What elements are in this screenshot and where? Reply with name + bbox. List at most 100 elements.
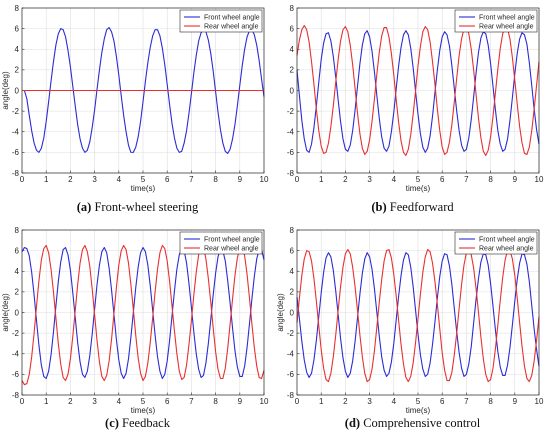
x-tick-label: 5 bbox=[141, 397, 146, 406]
caption-letter: (b) bbox=[371, 200, 390, 214]
x-tick-label: 10 bbox=[535, 397, 544, 406]
y-tick-label: 6 bbox=[15, 246, 20, 255]
x-tick-label: 7 bbox=[189, 175, 194, 184]
x-tick-label: 1 bbox=[44, 397, 49, 406]
caption-text: Front-wheel steering bbox=[94, 200, 199, 214]
y-tick-label: 8 bbox=[290, 4, 295, 13]
x-tick-label: 3 bbox=[92, 175, 97, 184]
x-tick-label: 8 bbox=[488, 175, 493, 184]
y-tick-label: -8 bbox=[287, 169, 295, 178]
x-tick-label: 9 bbox=[238, 175, 243, 184]
x-tick-label: 0 bbox=[20, 175, 25, 184]
y-tick-label: -4 bbox=[12, 350, 20, 359]
y-tick-label: 2 bbox=[290, 288, 295, 297]
legend-entry: Front wheel angle bbox=[204, 236, 260, 243]
legend-box bbox=[454, 231, 538, 255]
series-line-front bbox=[296, 252, 540, 379]
x-axis-label: time(s) bbox=[406, 406, 431, 415]
x-tick-label: 10 bbox=[260, 175, 269, 184]
x-tick-label: 6 bbox=[165, 175, 170, 184]
x-tick-label: 8 bbox=[213, 175, 218, 184]
legend-entry: Front wheel angle bbox=[479, 236, 535, 243]
x-axis-label: time(s) bbox=[131, 406, 156, 415]
y-tick-label: -4 bbox=[287, 128, 295, 137]
y-tick-label: -2 bbox=[287, 329, 295, 338]
caption-text: Feedforward bbox=[389, 200, 454, 214]
x-tick-label: 6 bbox=[165, 397, 170, 406]
series-line-front bbox=[22, 27, 265, 154]
y-tick-label: -2 bbox=[12, 107, 20, 116]
x-tick-label: 2 bbox=[343, 397, 348, 406]
y-axis-label: angle(deg) bbox=[1, 293, 10, 332]
x-tick-label: 4 bbox=[392, 175, 397, 184]
x-tick-label: 7 bbox=[464, 397, 469, 406]
x-tick-label: 5 bbox=[416, 397, 421, 406]
series-line-rear bbox=[296, 249, 540, 383]
y-tick-label: 6 bbox=[290, 246, 295, 255]
caption-a: (a) Front-wheel steering bbox=[0, 200, 275, 215]
y-tick-label: 0 bbox=[290, 308, 295, 317]
y-tick-label: -2 bbox=[12, 329, 20, 338]
x-tick-label: 4 bbox=[392, 397, 397, 406]
caption-d: (d) Comprehensive control bbox=[275, 416, 550, 431]
y-tick-label: 4 bbox=[15, 45, 20, 54]
x-tick-label: 2 bbox=[343, 175, 348, 184]
caption-c: (c) Feedback bbox=[0, 416, 275, 431]
legend-entry: Rear wheel angle bbox=[479, 23, 534, 30]
y-tick-label: -4 bbox=[12, 128, 20, 137]
x-tick-label: 9 bbox=[513, 175, 518, 184]
chart-panel-d: 0 1 2 3 4 5 6 7 8 9 10 -8 -6 -4 -2 0 2 4 6 8 time(s) angle(de… bbox=[276, 226, 544, 415]
y-tick-label: 0 bbox=[15, 86, 20, 95]
y-tick-label: 2 bbox=[15, 288, 20, 297]
y-tick-label: -6 bbox=[287, 370, 295, 379]
y-tick-label: -6 bbox=[287, 148, 295, 157]
x-tick-label: 0 bbox=[295, 397, 300, 406]
y-tick-label: -2 bbox=[287, 107, 295, 116]
legend-box bbox=[179, 231, 263, 255]
x-tick-label: 10 bbox=[260, 397, 269, 406]
y-tick-label: -8 bbox=[287, 391, 295, 400]
legend-box bbox=[454, 9, 538, 33]
x-tick-label: 9 bbox=[513, 397, 518, 406]
x-axis-label: time(s) bbox=[406, 184, 431, 193]
series-line-rear bbox=[21, 244, 265, 386]
x-tick-label: 0 bbox=[20, 397, 25, 406]
x-tick-label: 3 bbox=[92, 397, 97, 406]
y-tick-label: 4 bbox=[15, 267, 20, 276]
x-tick-label: 7 bbox=[464, 175, 469, 184]
x-tick-label: 1 bbox=[319, 397, 324, 406]
legend-entry: Rear wheel angle bbox=[204, 23, 259, 30]
caption-b: (b) Feedforward bbox=[275, 200, 550, 215]
y-tick-label: -8 bbox=[12, 169, 20, 178]
x-tick-label: 1 bbox=[319, 175, 324, 184]
chart-panel-a: 0 1 2 3 4 5 6 7 8 9 10 -8 -6 -4 -2 0 2 4 6 8 time(s) angle(de… bbox=[1, 4, 269, 193]
x-tick-label: 10 bbox=[535, 175, 544, 184]
legend-entry: Rear wheel angle bbox=[479, 245, 534, 252]
x-tick-label: 6 bbox=[440, 175, 445, 184]
x-tick-label: 3 bbox=[367, 397, 372, 406]
y-tick-label: 2 bbox=[15, 66, 20, 75]
caption-letter: (c) bbox=[105, 416, 123, 430]
y-tick-label: 0 bbox=[15, 308, 20, 317]
y-tick-label: 6 bbox=[290, 24, 295, 33]
x-tick-label: 7 bbox=[189, 397, 194, 406]
legend-entry: Rear wheel angle bbox=[204, 245, 259, 252]
y-tick-label: 4 bbox=[290, 267, 295, 276]
caption-letter: (a) bbox=[76, 200, 95, 214]
y-tick-label: 6 bbox=[15, 24, 20, 33]
x-tick-label: 2 bbox=[68, 397, 73, 406]
series-line-rear bbox=[296, 24, 540, 157]
y-tick-label: -6 bbox=[12, 148, 20, 157]
y-axis-label: angle(deg) bbox=[276, 293, 285, 332]
legend-box bbox=[179, 9, 263, 33]
x-tick-label: 8 bbox=[213, 397, 218, 406]
axes-frame bbox=[21, 7, 265, 174]
y-axis-label: angle(deg) bbox=[1, 71, 10, 110]
y-tick-label: -8 bbox=[12, 391, 20, 400]
series-line-front bbox=[296, 30, 540, 153]
x-tick-label: 1 bbox=[44, 175, 49, 184]
caption-letter: (d) bbox=[344, 416, 364, 430]
chart-panel-c: 0 1 2 3 4 5 6 7 8 9 10 -8 -6 -4 -2 0 2 4 6 8 time(s) angle(de… bbox=[1, 226, 269, 415]
x-tick-label: 0 bbox=[295, 175, 300, 184]
